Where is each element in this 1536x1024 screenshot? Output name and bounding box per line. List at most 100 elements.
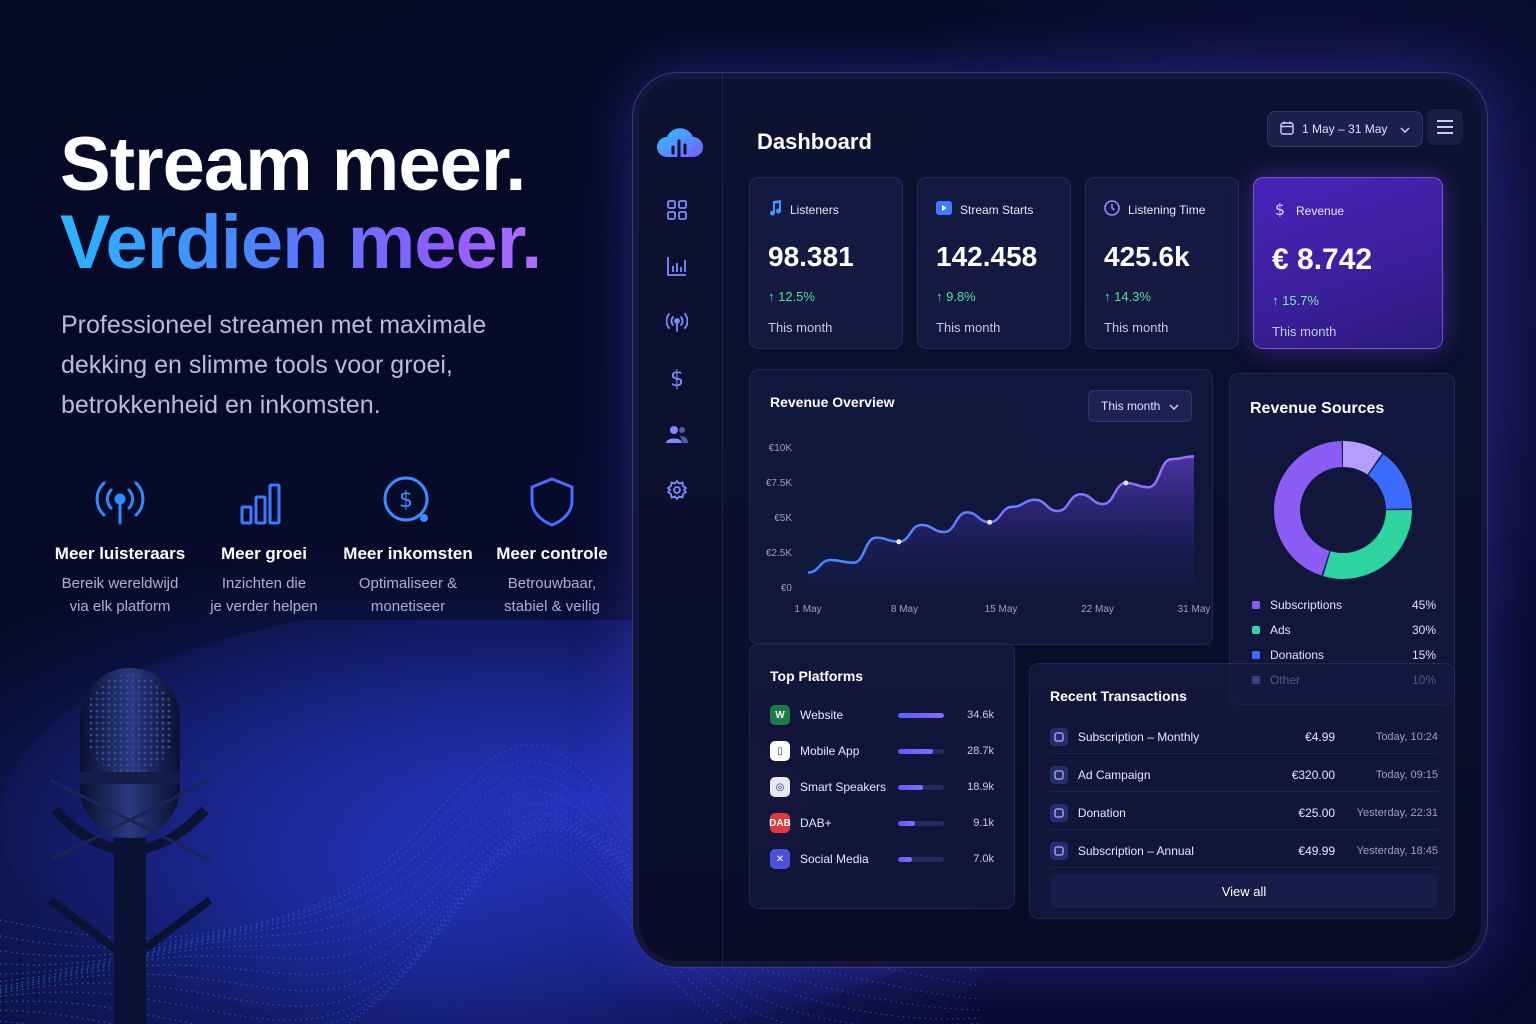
hero-title: Stream meer. Verdien meer. bbox=[60, 126, 542, 282]
dollar-icon[interactable]: $ bbox=[665, 367, 689, 390]
legend-row: Ads 30% bbox=[1252, 617, 1436, 642]
transaction-amount: €25.00 bbox=[1298, 805, 1336, 820]
transaction-name: Ad Campaign bbox=[1077, 767, 1151, 782]
stat-period: This month bbox=[1104, 320, 1169, 335]
grid-icon[interactable] bbox=[665, 199, 689, 221]
broadcast-icon[interactable] bbox=[665, 311, 689, 333]
period-select-value: This month bbox=[1101, 399, 1161, 413]
play-icon bbox=[936, 200, 952, 219]
stat-period: This month bbox=[936, 320, 1001, 335]
panel-title: Recent Transactions bbox=[1050, 688, 1187, 704]
stat-card-stream-starts[interactable]: Stream Starts 142.458 ↑ 9.8% This month bbox=[917, 177, 1071, 349]
y-tick-label: €0 bbox=[781, 583, 793, 594]
revenue-icon: $ bbox=[1272, 200, 1288, 221]
music-note-icon bbox=[768, 200, 782, 219]
legend-swatch bbox=[1252, 650, 1260, 659]
platform-icon: ▯ bbox=[770, 741, 790, 761]
platform-share-bar bbox=[898, 748, 944, 754]
y-tick-label: €7.5K bbox=[766, 478, 792, 489]
legend-row: Donations 15% bbox=[1252, 642, 1436, 667]
legend-row: Subscriptions 45% bbox=[1252, 592, 1436, 617]
platform-icon: ✕ bbox=[770, 849, 790, 869]
legend-swatch bbox=[1252, 625, 1260, 634]
platform-row[interactable]: W Website 34.6k bbox=[770, 702, 998, 728]
stat-card-revenue[interactable]: $ Revenue € 8.742 ↑ 15.7% This month bbox=[1253, 177, 1443, 349]
platform-value: 18.9k bbox=[967, 781, 994, 793]
transaction-row[interactable]: Ad Campaign €320.00 Today, 09:15 bbox=[1050, 758, 1438, 792]
feature-title: Meer groei bbox=[221, 544, 307, 563]
recent-transactions-panel: Recent Transactions Subscription – Month… bbox=[1029, 663, 1455, 919]
broadcast-icon bbox=[48, 470, 192, 532]
platform-share-bar bbox=[898, 820, 944, 826]
platform-row[interactable]: DAB DAB+ 9.1k bbox=[769, 810, 998, 836]
stat-value: 98.381 bbox=[768, 241, 854, 272]
users-icon[interactable] bbox=[665, 423, 689, 445]
legend-value: 30% bbox=[1411, 622, 1436, 637]
platform-value: 7.0k bbox=[973, 853, 994, 865]
bar-chart-icon bbox=[192, 470, 336, 532]
revenue-area bbox=[808, 456, 1194, 588]
chevron-down-icon bbox=[1169, 399, 1179, 413]
x-tick-label: 1 May bbox=[794, 604, 821, 615]
feature-list: Meer luisteraars Bereik wereldwijd via el… bbox=[48, 470, 624, 618]
transaction-row[interactable]: Subscription – Annual €49.99 Yesterday, 18… bbox=[1050, 834, 1438, 868]
platform-icon: W bbox=[770, 705, 790, 725]
stat-card-listeners[interactable]: Listeners 98.381 ↑ 12.5% This month bbox=[749, 177, 903, 349]
platform-value: 34.6k bbox=[967, 709, 994, 721]
stat-delta: ↑ 15.7% bbox=[1272, 293, 1319, 308]
donut-slice[interactable] bbox=[1274, 441, 1412, 579]
page-title: Dashboard bbox=[757, 129, 872, 154]
data-point[interactable] bbox=[987, 519, 993, 525]
svg-text:$: $ bbox=[1275, 200, 1285, 218]
transaction-icon bbox=[1050, 841, 1068, 860]
platform-row[interactable]: ✕ Social Media 7.0k bbox=[770, 846, 998, 872]
dollar-circle-icon: $ bbox=[336, 470, 480, 532]
feature-desc: Betrouwbaar, stabiel & veilig bbox=[504, 575, 600, 615]
panel-title: Top Platforms bbox=[770, 668, 864, 684]
transaction-row[interactable]: Donation €25.00 Yesterday, 22:31 bbox=[1050, 796, 1438, 830]
clock-icon bbox=[1104, 200, 1120, 219]
period-select[interactable]: This month bbox=[1088, 390, 1192, 422]
feature-desc: Optimaliseer & monetiseer bbox=[358, 575, 458, 615]
feature-title: Meer controle bbox=[496, 544, 608, 563]
dashboard-window: $ Dashboard 1 May – 31 May Listeners 98.… bbox=[632, 72, 1488, 968]
hero-subtitle: Professioneel streamen met maximale dekk… bbox=[61, 311, 487, 419]
platform-row[interactable]: ◎ Smart Speakers 18.9k bbox=[770, 774, 998, 800]
platform-name: Social Media bbox=[800, 852, 869, 866]
stat-delta: ↑ 14.3% bbox=[1104, 289, 1151, 304]
transaction-name: Subscription – Annual bbox=[1077, 843, 1194, 858]
donut-slice[interactable] bbox=[1274, 441, 1412, 579]
date-range-picker[interactable]: 1 May – 31 May bbox=[1267, 111, 1423, 147]
legend-label: Ads bbox=[1270, 622, 1291, 637]
stat-card-listening-time[interactable]: Listening Time 425.6k ↑ 14.3% This month bbox=[1085, 177, 1239, 349]
feature-title: Meer inkomsten bbox=[343, 544, 473, 563]
revenue-sources-panel: Revenue Sources Subscriptions 45% Ads 30% Do… bbox=[1229, 373, 1455, 705]
data-point[interactable] bbox=[896, 539, 902, 545]
platform-share-bar bbox=[898, 712, 944, 718]
legend-value: 15% bbox=[1411, 647, 1436, 662]
analytics-icon[interactable] bbox=[665, 255, 689, 277]
data-point[interactable] bbox=[1123, 480, 1129, 486]
revenue-line bbox=[807, 455, 1195, 574]
x-tick-label: 22 May bbox=[1081, 604, 1114, 615]
x-tick-label: 31 May bbox=[1178, 604, 1211, 615]
y-tick-label: €2.5K bbox=[766, 548, 792, 559]
stat-label: Revenue bbox=[1296, 203, 1345, 218]
date-range-label: 1 May – 31 May bbox=[1302, 122, 1388, 136]
transaction-row[interactable]: Subscription – Monthly €4.99 Today, 10:24 bbox=[1050, 720, 1438, 754]
revenue-overview-panel: Revenue Overview This month €0 €2.5K €5K €7… bbox=[749, 369, 1213, 645]
donut-slice[interactable] bbox=[1274, 441, 1412, 579]
settings-icon[interactable] bbox=[665, 479, 689, 501]
view-all-button[interactable]: View all bbox=[1050, 874, 1438, 908]
revenue-area-chart: €0 €2.5K €5K €7.5K €10K 1 May 8 May 15 May 22 Ma… bbox=[766, 443, 1211, 615]
legend-label: Subscriptions bbox=[1270, 597, 1343, 612]
top-platforms-panel: Top Platforms W Website 34.6k ▯ Mobile App 28… bbox=[749, 643, 1015, 909]
hamburger-menu-icon[interactable] bbox=[1427, 109, 1463, 145]
sidebar: $ bbox=[633, 73, 723, 967]
legend-label: Donations bbox=[1270, 647, 1325, 662]
transaction-amount: €4.99 bbox=[1305, 729, 1336, 744]
platform-row[interactable]: ▯ Mobile App 28.7k bbox=[770, 738, 998, 764]
platform-name: Smart Speakers bbox=[800, 780, 887, 794]
stat-period: This month bbox=[768, 320, 833, 335]
transaction-amount: €49.99 bbox=[1298, 843, 1336, 858]
